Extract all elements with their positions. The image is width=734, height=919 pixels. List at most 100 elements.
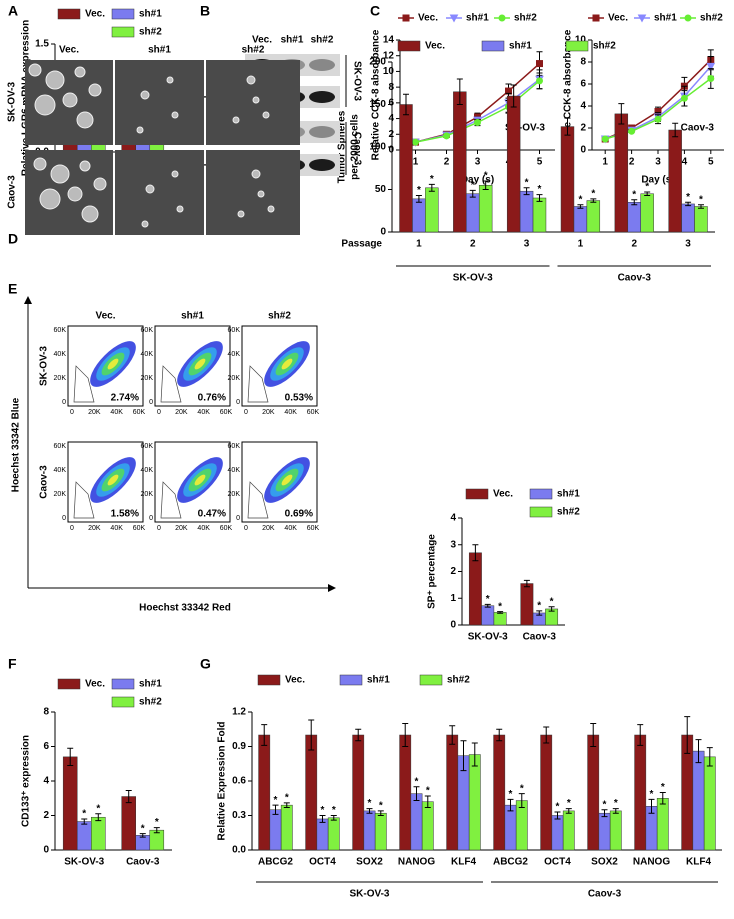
sphere (176, 205, 184, 213)
x-tick-label: 3 (524, 239, 530, 250)
sphere (267, 205, 275, 213)
y-tick-label: 6 (580, 79, 586, 90)
y-tick-label: 60K (228, 327, 241, 334)
marker (601, 135, 609, 143)
error-bar (153, 827, 160, 834)
y-tick-label: 0.9 (232, 741, 246, 752)
error-bar (612, 808, 619, 814)
blot-band (309, 91, 335, 103)
y-tick-label: 20K (141, 491, 154, 498)
error-bar (424, 795, 431, 808)
sphere (232, 116, 240, 124)
significance-mark: * (484, 171, 488, 182)
x-tick-label: 60K (307, 409, 320, 416)
x-tick-label: OCT4 (309, 857, 336, 868)
x-tick-label: 40K (110, 409, 123, 416)
sphere (88, 83, 102, 97)
bar (703, 756, 716, 851)
legend-label: Vec. (425, 41, 445, 52)
percentage: 0.53% (285, 393, 313, 404)
bar (609, 810, 622, 851)
bar (468, 754, 481, 851)
y-tick-label: 0.0 (232, 845, 246, 856)
bar (540, 734, 553, 851)
percentage: 1.58% (111, 509, 139, 520)
error-bar (496, 728, 503, 742)
error-bar (644, 191, 651, 196)
y-tick-label: 2 (580, 123, 586, 134)
marker (628, 127, 636, 135)
error-bar (366, 808, 373, 814)
column-label: Vec. (252, 35, 272, 46)
bar (573, 206, 588, 233)
bar (493, 612, 507, 626)
gate (247, 481, 269, 519)
bar (562, 810, 575, 851)
bar (399, 104, 413, 233)
x-axis-label: Hoechst 33342 Red (139, 603, 231, 614)
legend-swatch (111, 8, 135, 20)
error-bar (590, 723, 597, 747)
bar (504, 804, 517, 851)
significance-mark: * (426, 786, 430, 797)
error-bar (637, 724, 644, 746)
sphere (140, 90, 150, 100)
sphere (141, 220, 149, 228)
y-tick-label: 8 (43, 707, 49, 718)
bar (305, 734, 318, 851)
significance-mark: * (603, 799, 607, 810)
y-axis-label: Relative Expression Fold (217, 722, 228, 841)
significance-mark: * (96, 803, 100, 814)
legend-swatch (57, 678, 81, 690)
x-tick-label: 0 (244, 409, 248, 416)
significance-mark: * (498, 601, 502, 612)
column-label: Vec. (59, 45, 79, 56)
bar (280, 804, 293, 851)
legend-swatch (529, 488, 553, 500)
error-bar (471, 742, 478, 767)
error-bar (564, 117, 571, 136)
significance-mark: * (591, 188, 595, 199)
x-tick-label: 20K (262, 409, 275, 416)
error-bar (565, 808, 572, 814)
significance-mark: * (155, 817, 159, 828)
error-bar (67, 747, 74, 766)
gate (160, 365, 182, 403)
legend-label: sh#1 (654, 13, 677, 24)
error-bar (261, 724, 268, 746)
error-bar (523, 187, 530, 196)
group-label: Caov-3 (618, 273, 652, 284)
error-bar (554, 811, 561, 820)
error-bar (319, 815, 326, 823)
error-bar (95, 813, 102, 822)
sphere (171, 170, 179, 178)
legend-label: sh#2 (447, 675, 470, 686)
y-tick-label: 14 (383, 35, 395, 46)
error-bar (81, 818, 88, 825)
significance-mark: * (645, 182, 649, 193)
bar (551, 815, 564, 851)
bar (421, 801, 434, 851)
error-bar (456, 78, 463, 105)
error-bar (413, 786, 420, 802)
x-tick-label: OCT4 (544, 857, 571, 868)
legend-label: sh#1 (367, 675, 390, 686)
legend-swatch (339, 674, 363, 686)
x-tick-label: NANOG (398, 857, 435, 868)
error-bar (648, 798, 655, 814)
error-bar (507, 798, 514, 812)
y-tick-label: 60K (228, 443, 241, 450)
panel-label: F (8, 656, 17, 672)
bar (515, 800, 528, 851)
bar (506, 95, 521, 233)
error-bar (548, 606, 555, 612)
panel-label: G (200, 656, 211, 672)
sphere (81, 205, 99, 223)
blot-band (309, 126, 335, 138)
panel-label: D (8, 231, 18, 247)
y-axis-label: Relative CCK-8 absorbance (563, 29, 574, 160)
y-tick-label: 4 (388, 113, 394, 124)
flow-density (194, 474, 206, 486)
significance-mark: * (661, 782, 665, 793)
error-bar (497, 611, 504, 614)
